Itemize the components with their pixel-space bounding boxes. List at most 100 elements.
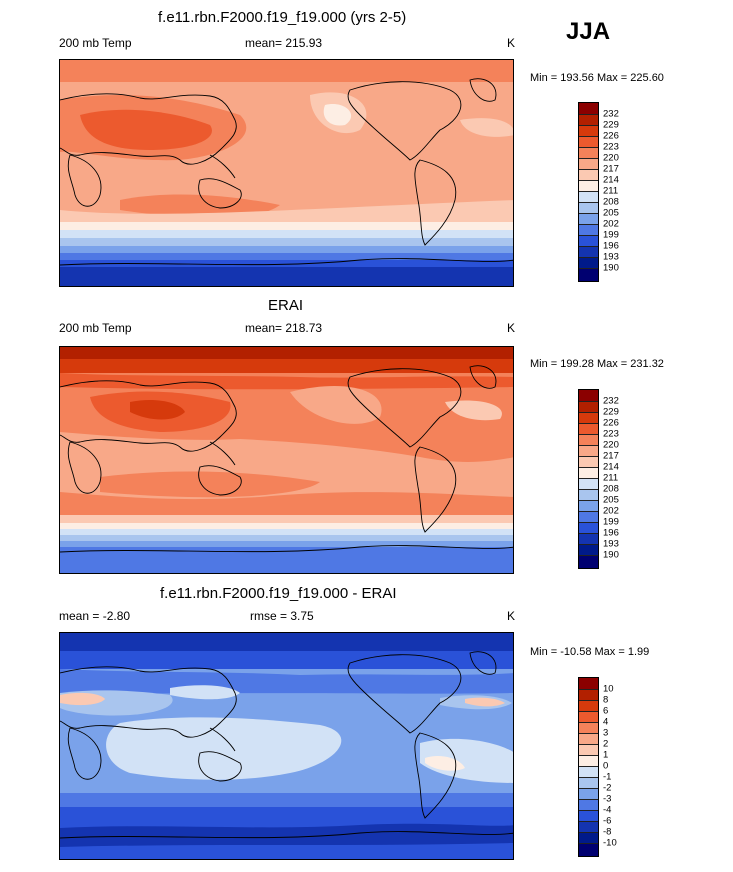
- contour-band: [60, 359, 513, 373]
- colorbar-cell: [579, 712, 598, 723]
- tick-label: 205: [603, 494, 619, 506]
- colorbar-cell: [579, 778, 598, 789]
- colorbar-cell: [579, 214, 598, 225]
- tick-label: -3: [603, 793, 612, 805]
- coastlines: [60, 651, 513, 839]
- contour-band: [290, 386, 382, 424]
- contour-band: [60, 515, 513, 523]
- colorbar-cell: [579, 767, 598, 778]
- variable-label: 200 mb Temp: [59, 36, 132, 50]
- contour-field: [60, 633, 513, 859]
- tick-label: 214: [603, 461, 619, 473]
- colorbar-cell: [579, 490, 598, 501]
- tick-label: 2: [603, 738, 609, 750]
- colorbar-cell: [579, 479, 598, 490]
- tick-label: 193: [603, 251, 619, 263]
- tick-label: 226: [603, 417, 619, 429]
- map-plot: [59, 59, 514, 287]
- colorbar-cell: [579, 457, 598, 468]
- tick-label: 232: [603, 395, 619, 407]
- tick-label: 193: [603, 538, 619, 550]
- tick-label: 220: [603, 152, 619, 164]
- tick-label: 214: [603, 174, 619, 186]
- colorbar-cell: [579, 523, 598, 534]
- units-label: K: [507, 321, 516, 335]
- tick-label: 211: [603, 185, 619, 197]
- tick-label: 226: [603, 130, 619, 142]
- colorbar-cell: [579, 701, 598, 712]
- range-label: Min = 193.56 Max = 225.60: [530, 72, 664, 84]
- tick-label: 0: [603, 760, 609, 772]
- tick-label: 199: [603, 229, 619, 241]
- contour-band: [120, 194, 280, 218]
- tick-label: -10: [603, 837, 617, 849]
- contour-band: [323, 104, 352, 126]
- contour-field: [60, 347, 513, 573]
- tick-label: 4: [603, 716, 609, 728]
- mean-label: mean= 215.93: [245, 36, 323, 50]
- contour-band: [100, 471, 320, 498]
- contour-field: [60, 60, 513, 286]
- tick-label: 196: [603, 527, 619, 539]
- tick-label: -2: [603, 782, 612, 794]
- colorbar-cell: [579, 501, 598, 512]
- coastlines: [60, 78, 513, 266]
- contour-band: [60, 246, 513, 253]
- contour-band: [465, 697, 505, 707]
- tick-label: 190: [603, 262, 619, 274]
- map-plot: [59, 632, 514, 860]
- colorbar-cell: [579, 690, 598, 701]
- tick-label: -1: [603, 771, 612, 783]
- colorbar-cell: [579, 247, 598, 258]
- colorbar-cell: [579, 435, 598, 446]
- tick-label: 202: [603, 505, 619, 517]
- tick-label: 3: [603, 727, 609, 739]
- range-label: Min = -10.58 Max = 1.99: [530, 646, 650, 658]
- colorbar-cell: [579, 258, 598, 269]
- panel-title: f.e11.rbn.F2000.f19_f19.000 (yrs 2-5): [158, 9, 407, 26]
- tick-label: 190: [603, 549, 619, 561]
- colorbar-cell: [579, 269, 598, 281]
- tick-label: -4: [603, 804, 612, 816]
- mean-label: mean = -2.80: [59, 609, 131, 623]
- tick-label: 196: [603, 240, 619, 252]
- contour-band: [60, 535, 513, 541]
- tick-label: 10: [603, 683, 614, 695]
- colorbar-cell: [579, 390, 598, 402]
- tick-label: 223: [603, 428, 619, 440]
- tick-label: 229: [603, 406, 619, 418]
- colorbar-cell: [579, 181, 598, 192]
- colorbar-cell: [579, 126, 598, 137]
- contour-band: [60, 60, 513, 82]
- colorbar-cell: [579, 170, 598, 181]
- contour-band: [60, 633, 513, 651]
- colorbar-cell: [579, 103, 598, 115]
- colorbar-cell: [579, 468, 598, 479]
- colorbar-cell: [579, 800, 598, 811]
- contour-band: [60, 260, 513, 267]
- colorbar-cell: [579, 148, 598, 159]
- tick-label: 205: [603, 207, 619, 219]
- tick-label: 211: [603, 472, 619, 484]
- coastlines: [60, 365, 513, 553]
- colorbar-cell: [579, 402, 598, 413]
- tick-label: 208: [603, 196, 619, 208]
- panel-title: ERAI: [268, 297, 304, 314]
- colorbar-cell: [579, 678, 598, 690]
- tick-label: 6: [603, 705, 609, 717]
- colorbar-cell: [579, 512, 598, 523]
- colorbar-cell: [579, 833, 598, 844]
- tick-label: 220: [603, 439, 619, 451]
- colorbar-cell: [579, 159, 598, 170]
- tick-label: 199: [603, 516, 619, 528]
- colorbar: [578, 102, 599, 282]
- contour-band: [60, 692, 105, 706]
- tick-label: 232: [603, 108, 619, 120]
- colorbar-cell: [579, 822, 598, 833]
- contour-band: [60, 267, 513, 286]
- colorbar-cell: [579, 811, 598, 822]
- units-label: K: [507, 36, 516, 50]
- colorbar-cell: [579, 545, 598, 556]
- colorbar-cell: [579, 203, 598, 214]
- tick-label: 223: [603, 141, 619, 153]
